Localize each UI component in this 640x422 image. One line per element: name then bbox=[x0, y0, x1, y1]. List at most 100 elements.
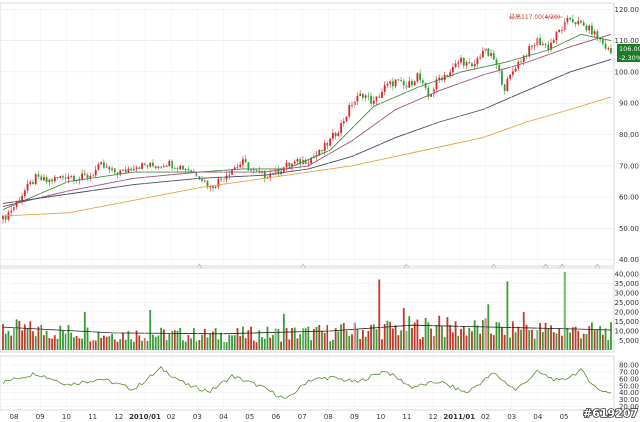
volume-bar bbox=[351, 334, 353, 350]
volume-bar bbox=[160, 327, 163, 350]
candle-body bbox=[604, 43, 607, 49]
month-label: 11 bbox=[402, 413, 411, 421]
volume-bar bbox=[157, 335, 160, 350]
last-price-tag-bg bbox=[617, 44, 640, 53]
volume-bar bbox=[182, 340, 184, 350]
volume-bar bbox=[244, 338, 247, 350]
volume-bar bbox=[386, 320, 389, 350]
candle-body bbox=[413, 81, 416, 86]
volume-bar bbox=[293, 327, 296, 350]
month-label: 10 bbox=[62, 413, 71, 421]
candle-body bbox=[228, 174, 231, 176]
volume-bar bbox=[100, 337, 103, 350]
volume-bar bbox=[247, 330, 250, 350]
volume-bar bbox=[421, 337, 424, 350]
volume-bar bbox=[427, 322, 430, 350]
volume-bar bbox=[501, 327, 503, 350]
volume-panel-frame bbox=[0, 267, 615, 353]
volume-bar bbox=[266, 326, 269, 350]
candle-body bbox=[332, 132, 334, 139]
candle-body bbox=[539, 38, 542, 45]
volume-bar bbox=[591, 322, 593, 350]
candle-body bbox=[113, 168, 116, 173]
candle-body bbox=[449, 72, 452, 77]
candle-body bbox=[269, 173, 272, 179]
volume-bar bbox=[552, 332, 555, 350]
volume-bar bbox=[138, 335, 141, 350]
candle-body bbox=[321, 149, 323, 151]
candle-body bbox=[356, 95, 359, 102]
volume-bar bbox=[190, 338, 193, 350]
candle-body bbox=[446, 74, 449, 77]
candle-body bbox=[108, 166, 111, 170]
candle-body bbox=[288, 162, 291, 167]
candle-body bbox=[138, 167, 141, 169]
candle-body bbox=[468, 62, 471, 64]
volume-bar bbox=[23, 324, 26, 350]
volume-bar bbox=[124, 339, 127, 350]
volume-bar bbox=[29, 321, 32, 350]
oscillator-gridlines bbox=[0, 364, 614, 407]
volume-bar bbox=[15, 319, 18, 350]
volume-bar bbox=[476, 325, 479, 350]
candle-body bbox=[277, 168, 280, 174]
price-y-tick-label: 110.00 bbox=[615, 37, 640, 45]
candle-body bbox=[152, 162, 154, 167]
volume-bar bbox=[419, 338, 422, 350]
volume-bar bbox=[334, 328, 337, 350]
volume-bar bbox=[162, 329, 165, 350]
candle-body bbox=[326, 142, 329, 146]
volume-bar bbox=[389, 321, 392, 350]
price-y-tick-label: 50.00 bbox=[619, 225, 639, 233]
candle-body bbox=[37, 174, 40, 177]
price-candles bbox=[2, 14, 612, 224]
candle-body bbox=[261, 170, 263, 172]
price-y-tick-label: 120.00 bbox=[615, 6, 640, 14]
candle-body bbox=[4, 215, 7, 220]
volume-bar bbox=[258, 330, 261, 350]
volume-bar bbox=[94, 340, 97, 350]
candle-body bbox=[89, 175, 92, 178]
candle-body bbox=[547, 44, 550, 50]
price-gridlines bbox=[0, 8, 614, 261]
candle-body bbox=[561, 29, 563, 31]
volume-bar bbox=[252, 340, 255, 350]
candle-body bbox=[258, 170, 261, 172]
last-price-tag: 106.00 bbox=[619, 45, 640, 53]
candle-body bbox=[577, 20, 580, 25]
candle-body bbox=[566, 17, 569, 22]
volume-average-line bbox=[2, 324, 612, 335]
volume-bar bbox=[214, 328, 217, 350]
volume-bar bbox=[460, 328, 462, 350]
moving-average-line-ma_year bbox=[2, 96, 612, 217]
volume-bar bbox=[326, 325, 329, 350]
candle-body bbox=[381, 91, 383, 98]
candle-body bbox=[67, 176, 70, 179]
volume-bar bbox=[86, 327, 89, 350]
candle-body bbox=[588, 25, 591, 31]
volume-bar bbox=[2, 324, 4, 350]
month-label: 08 bbox=[10, 413, 19, 421]
volume-bar bbox=[233, 335, 236, 350]
volume-bar bbox=[220, 332, 223, 350]
volume-bar bbox=[342, 322, 345, 350]
candle-body bbox=[411, 81, 413, 86]
candle-body bbox=[51, 179, 53, 182]
candle-body bbox=[233, 167, 236, 170]
volume-bar bbox=[454, 321, 457, 350]
volume-bar bbox=[481, 320, 484, 350]
candle-body bbox=[242, 159, 244, 165]
candle-body bbox=[370, 95, 372, 104]
volume-bar bbox=[473, 320, 476, 350]
volume-bar bbox=[375, 329, 378, 350]
volume-bar bbox=[593, 330, 596, 350]
candle-body bbox=[40, 176, 43, 181]
candle-body bbox=[209, 186, 212, 188]
candle-body bbox=[473, 64, 476, 67]
volume-bar bbox=[56, 338, 59, 350]
candle-body bbox=[299, 159, 302, 165]
candle-body bbox=[372, 100, 375, 104]
volume-y-tick-label: 25,000 bbox=[615, 299, 640, 307]
